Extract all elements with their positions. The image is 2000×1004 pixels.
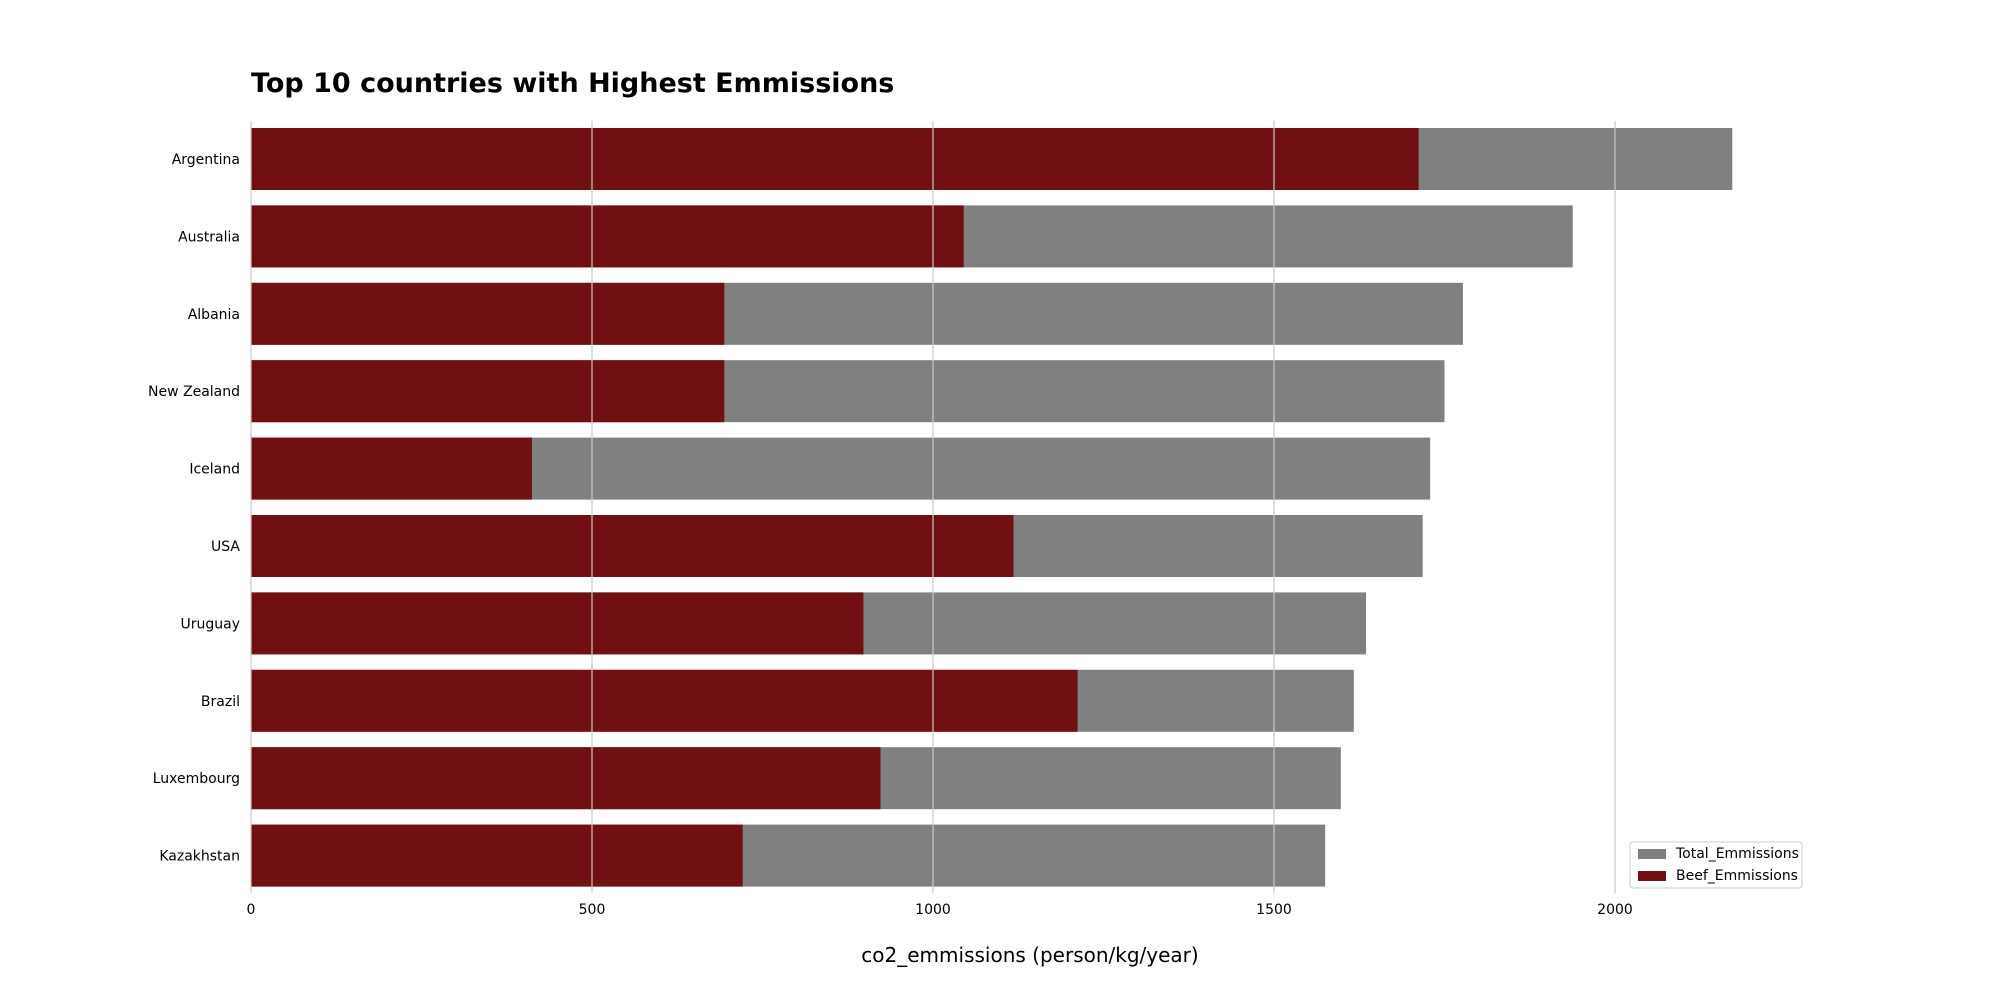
bar-beef-emmissions-kazakhstan [251, 824, 743, 887]
x-tick-label-1500: 1500 [1256, 902, 1292, 918]
y-tick-label-luxembourg: Luxembourg [153, 771, 240, 787]
bar-beef-emmissions-usa [251, 515, 1014, 577]
x-tick-label-0: 0 [247, 902, 256, 918]
bar-beef-emmissions-australia [251, 205, 964, 268]
y-tick-label-uruguay: Uruguay [181, 616, 241, 632]
bar-beef-emmissions-iceland [251, 437, 532, 500]
y-tick-labels: Argentina Australia Albania New Zealand Icel… [148, 152, 240, 865]
y-tick-label-iceland: Iceland [189, 462, 240, 478]
legend-label-beef-emmissions: Beef_Emmissions [1676, 868, 1798, 884]
y-tick-label-albania: Albania [188, 307, 240, 323]
x-tick-label-500: 500 [579, 902, 606, 918]
x-tick-label-2000: 2000 [1597, 902, 1633, 918]
bar-beef-emmissions-uruguay [251, 592, 864, 655]
y-tick-label-usa: USA [211, 539, 240, 555]
x-tick-labels: 0 500 1000 1500 2000 [247, 902, 1633, 918]
legend-swatch-beef-emmissions [1638, 871, 1666, 881]
legend-frame [1629, 841, 1803, 889]
chart-title: Top 10 countries with Highest Emmissions [251, 68, 894, 99]
bar-beef-emmissions-albania [251, 282, 725, 345]
x-axis-label: co2_emmissions (person/kg/year) [861, 943, 1198, 967]
legend-label-total-emmissions: Total_Emmissions [1675, 846, 1799, 862]
y-tick-label-argentina: Argentina [172, 152, 240, 168]
bars-layer [251, 128, 1733, 887]
bar-beef-emmissions-argentina [251, 128, 1419, 190]
bar-beef-emmissions-new-zealand [251, 360, 725, 423]
y-tick-label-australia: Australia [178, 229, 240, 245]
legend-swatch-total-emmissions [1638, 849, 1666, 859]
y-tick-label-kazakhstan: Kazakhstan [159, 849, 240, 865]
grid-layer [250, 121, 1616, 893]
x-tick-label-1000: 1000 [915, 902, 951, 918]
bar-beef-emmissions-luxembourg [251, 747, 881, 810]
legend: Total_Emmissions Beef_Emmissions [1629, 841, 1803, 889]
y-tick-label-new-zealand: New Zealand [148, 384, 240, 400]
y-tick-label-brazil: Brazil [201, 694, 240, 710]
bar-beef-emmissions-brazil [251, 669, 1078, 732]
